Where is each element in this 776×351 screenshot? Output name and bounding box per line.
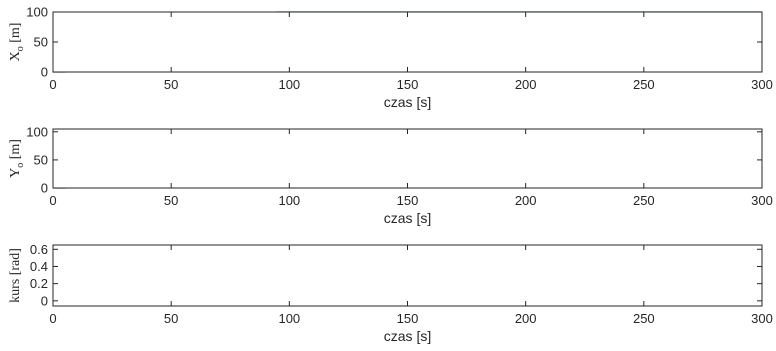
axes-box [52,11,763,73]
x-tick-label: 150 [397,311,419,326]
y-axis-label-main: kurs [8,279,23,303]
x-axis-label: czas [s] [384,94,431,110]
x-tick-label: 200 [515,311,537,326]
x-tick-label: 150 [397,77,419,92]
y-axis-label-unit: [m] [8,23,23,47]
y-axis-label: Yo [m] [8,139,26,178]
y-axis-label-main: X [8,51,23,61]
x-tick-label: 300 [751,193,773,208]
y-tick-label: 100 [26,124,48,139]
y-axis-label-unit: [m] [8,139,23,163]
y-tick-label: 0.2 [30,276,48,291]
y-tick-label: 0 [41,181,48,196]
x-axis-label: czas [s] [384,328,431,344]
x-tick-label: 0 [49,311,56,326]
x-tick-label: 50 [164,193,178,208]
y-tick-label: 50 [34,35,48,50]
x-tick-label: 150 [397,193,419,208]
x-tick-label: 50 [164,77,178,92]
x-tick-label: 0 [49,77,56,92]
subplot-1: 0 50 100 150 200 250 300 0 50 100 czas [s] Xo [m] [8,5,773,111]
y-tick-label: 0 [41,65,48,80]
subplot-2: 0 50 100 150 200 250 300 0 50 100 czas [s] Yo [m] [8,124,773,226]
y-tick-label: 0.6 [30,242,48,257]
y-tick-label: 0 [41,293,48,308]
x-tick-label: 100 [278,77,300,92]
y-tick-label: 100 [26,5,48,20]
x-tick-label: 0 [49,193,56,208]
y-tick-label: 50 [34,152,48,167]
x-tick-label: 200 [515,193,537,208]
y-axis-label: kurs [rad] [8,248,23,303]
y-axis-label-main: Y [8,168,23,178]
x-tick-label: 300 [751,77,773,92]
x-tick-label: 250 [633,77,655,92]
y-axis-label: Xo [m] [8,23,26,62]
x-axis-label: czas [s] [384,210,431,226]
x-tick-label: 250 [633,311,655,326]
x-tick-label: 100 [278,193,300,208]
x-tick-label: 300 [751,311,773,326]
axes-box [52,244,763,307]
x-tick-label: 100 [278,311,300,326]
y-axis-label-subscript: o [15,46,26,51]
subplot-3: 0 50 100 150 200 250 300 0 0.2 0.4 0.6 czas [s] kurs… [8,242,773,344]
x-tick-label: 200 [515,77,537,92]
x-tick-label: 250 [633,193,655,208]
y-axis-label-unit: [rad] [8,248,23,279]
x-tick-label: 50 [164,311,178,326]
y-tick-label: 0.4 [30,259,48,274]
y-axis-label-subscript: o [15,163,26,168]
axes-box [52,128,763,189]
